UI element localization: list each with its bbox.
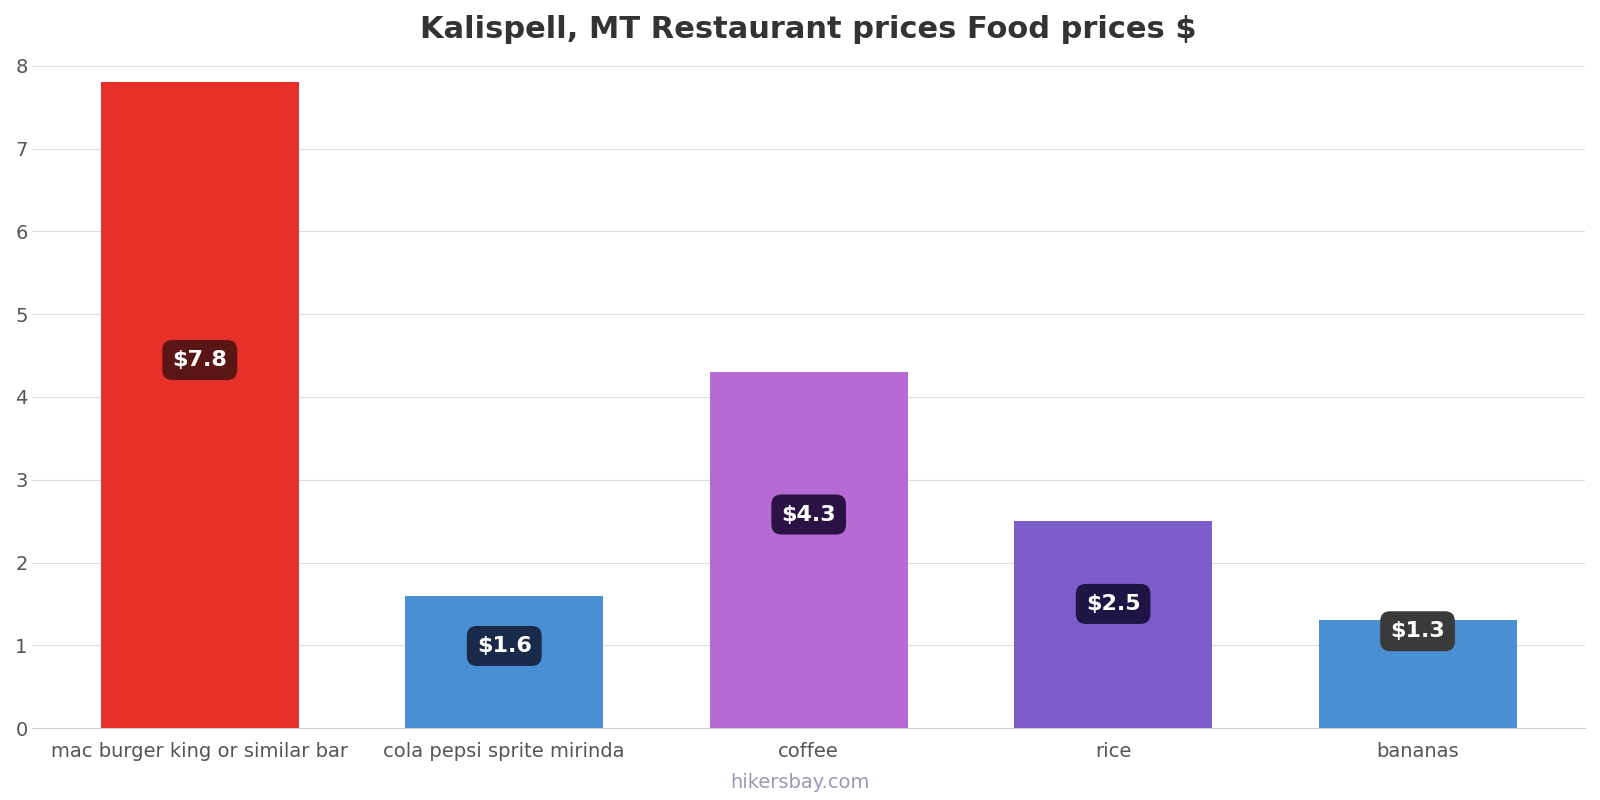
Bar xyxy=(1014,521,1213,728)
Bar xyxy=(405,596,603,728)
Text: $4.3: $4.3 xyxy=(781,505,835,525)
Text: hikersbay.com: hikersbay.com xyxy=(730,773,870,792)
Bar xyxy=(710,372,907,728)
Bar xyxy=(101,82,299,728)
Text: $2.5: $2.5 xyxy=(1086,594,1141,614)
Title: Kalispell, MT Restaurant prices Food prices $: Kalispell, MT Restaurant prices Food pri… xyxy=(421,15,1197,44)
Text: $1.6: $1.6 xyxy=(477,636,531,656)
Text: $1.3: $1.3 xyxy=(1390,622,1445,642)
Text: $7.8: $7.8 xyxy=(173,350,227,370)
Bar xyxy=(1318,621,1517,728)
